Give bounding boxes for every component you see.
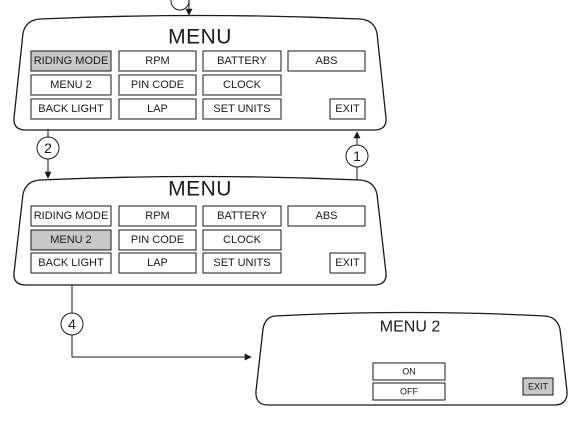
set-units-button[interactable]: SET UNITS: [202, 252, 282, 274]
step-4-badge: 4: [60, 312, 84, 336]
abs-button[interactable]: ABS: [287, 205, 366, 227]
svg-text:BATTERY: BATTERY: [217, 210, 267, 222]
lap-button[interactable]: LAP: [118, 252, 197, 274]
rpm-button[interactable]: RPM: [118, 205, 197, 227]
lap-button[interactable]: LAP: [118, 98, 197, 120]
step-2-badge: 2: [36, 136, 60, 160]
svg-text:ON: ON: [402, 367, 416, 377]
svg-text:MENU 2: MENU 2: [50, 79, 92, 91]
menu2-button[interactable]: MENU 2: [30, 229, 112, 251]
exit-button[interactable]: EXIT: [329, 98, 366, 120]
exit-button[interactable]: EXIT: [329, 252, 366, 274]
menu2-screen: MENU 2 ON OFF EXIT: [255, 311, 568, 406]
riding-mode-button[interactable]: RIDING MODE: [30, 50, 112, 72]
step-1-connector: 1: [345, 131, 369, 180]
svg-text:RPM: RPM: [145, 210, 169, 222]
svg-text:OFF: OFF: [400, 387, 418, 397]
svg-text:SET UNITS: SET UNITS: [213, 103, 270, 115]
on-option-button[interactable]: ON: [372, 362, 446, 381]
pin-code-button[interactable]: PIN CODE: [118, 74, 197, 96]
svg-text:MENU 2: MENU 2: [50, 234, 92, 246]
svg-text:EXIT: EXIT: [335, 257, 360, 269]
svg-text:ABS: ABS: [315, 55, 337, 67]
step-4-connector: 4: [60, 285, 252, 361]
svg-text:SET UNITS: SET UNITS: [213, 257, 270, 269]
svg-text:LAP: LAP: [147, 103, 168, 115]
svg-text:2: 2: [44, 140, 52, 156]
svg-text:RPM: RPM: [145, 55, 169, 67]
back-light-button[interactable]: BACK LIGHT: [30, 252, 112, 274]
menu-title: MENU: [168, 26, 232, 49]
clock-button[interactable]: CLOCK: [202, 229, 282, 251]
svg-text:1: 1: [353, 148, 361, 164]
svg-text:CLOCK: CLOCK: [223, 79, 262, 91]
svg-text:BATTERY: BATTERY: [217, 55, 267, 67]
set-units-button[interactable]: SET UNITS: [202, 98, 282, 120]
menu-screen-2: MENU RIDING MODE RPM BATTERY ABS MENU 2 …: [13, 175, 387, 286]
svg-text:PIN CODE: PIN CODE: [131, 79, 184, 91]
menu-title: MENU: [168, 178, 232, 201]
svg-text:EXIT: EXIT: [528, 382, 549, 392]
battery-button[interactable]: BATTERY: [202, 50, 282, 72]
svg-text:BACK LIGHT: BACK LIGHT: [38, 257, 104, 269]
step-2-connector: 2: [36, 130, 60, 179]
menu-screen-1: MENU RIDING MODE RPM BATTERY ABS MENU 2 …: [13, 14, 387, 131]
svg-text:PIN CODE: PIN CODE: [131, 234, 184, 246]
clock-button[interactable]: CLOCK: [202, 74, 282, 96]
svg-text:BACK LIGHT: BACK LIGHT: [38, 103, 104, 115]
svg-text:ABS: ABS: [315, 210, 337, 222]
menu2-title: MENU 2: [380, 319, 441, 336]
svg-text:4: 4: [68, 316, 76, 332]
svg-text:LAP: LAP: [147, 257, 168, 269]
step-1-badge: 1: [345, 144, 369, 168]
svg-text:EXIT: EXIT: [335, 103, 360, 115]
svg-text:RIDING MODE: RIDING MODE: [34, 210, 109, 222]
menu2-button[interactable]: MENU 2: [30, 74, 112, 96]
rpm-button[interactable]: RPM: [118, 50, 197, 72]
riding-mode-button[interactable]: RIDING MODE: [30, 205, 112, 227]
entry-connector: [170, 0, 193, 16]
svg-text:CLOCK: CLOCK: [223, 234, 262, 246]
abs-button[interactable]: ABS: [287, 50, 366, 72]
svg-text:RIDING MODE: RIDING MODE: [34, 55, 109, 67]
pin-code-button[interactable]: PIN CODE: [118, 229, 197, 251]
off-option-button[interactable]: OFF: [372, 382, 446, 401]
exit-button[interactable]: EXIT: [522, 377, 554, 396]
back-light-button[interactable]: BACK LIGHT: [30, 98, 112, 120]
battery-button[interactable]: BATTERY: [202, 205, 282, 227]
